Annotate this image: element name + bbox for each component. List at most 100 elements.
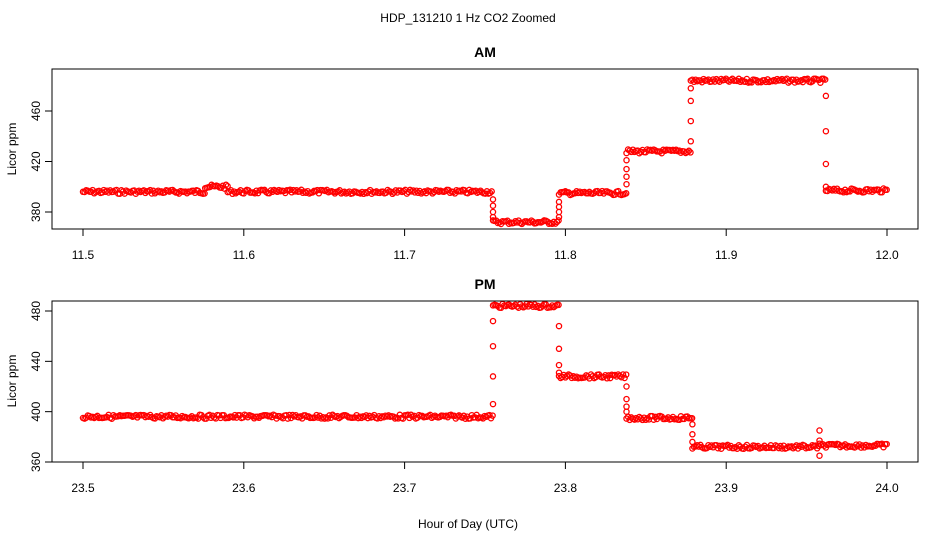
pm-data-point xyxy=(837,443,844,451)
pm-panel: PM Licor ppm 23.5 23.6 23.7 23.8 23.9 24.0 36… xyxy=(5,276,919,495)
pm-transition-point xyxy=(555,345,563,353)
am-transition-point xyxy=(489,202,497,209)
pm-transition-point xyxy=(623,383,630,390)
pm-transition-point xyxy=(623,403,630,410)
am-x-tick-label: 11.5 xyxy=(72,248,95,262)
am-transition-point xyxy=(822,183,830,191)
pm-x-tick-label: 23.9 xyxy=(715,481,739,495)
am-data-point xyxy=(614,187,622,195)
am-data-point xyxy=(429,190,436,197)
pm-data-point xyxy=(555,301,562,309)
am-data-point xyxy=(488,188,495,195)
am-data-point xyxy=(555,217,562,224)
pm-data-point xyxy=(622,371,630,378)
am-data-point xyxy=(817,79,824,86)
am-x-tick-label: 11.7 xyxy=(393,248,416,262)
pm-plot-frame xyxy=(51,300,919,463)
am-transition-point xyxy=(623,156,630,164)
pm-data-point xyxy=(489,412,496,419)
pm-data-point xyxy=(853,441,860,448)
am-transition-point xyxy=(623,173,630,180)
pm-transition-point xyxy=(816,452,823,459)
am-data-point xyxy=(821,76,829,83)
am-transition-point xyxy=(489,208,497,216)
pm-x-tick-label: 23.8 xyxy=(554,481,578,495)
am-plot-frame xyxy=(51,68,919,230)
am-transition-point xyxy=(687,97,695,105)
am-y-tick-label: 380 xyxy=(29,202,43,222)
am-data-point xyxy=(224,182,231,190)
am-data-point xyxy=(685,147,693,155)
shared-x-axis-label: Hour of Day (UTC) xyxy=(418,517,518,531)
am-x-axis: 11.5 11.6 11.7 11.8 11.9 12.0 xyxy=(72,228,899,262)
pm-y-axis-label: Licor ppm xyxy=(5,355,19,408)
pm-x-tick-label: 23.7 xyxy=(393,481,417,495)
am-transition-point xyxy=(687,85,695,92)
am-data-point xyxy=(406,186,414,194)
pm-data-point xyxy=(621,374,628,382)
am-scatter-markers xyxy=(79,75,890,228)
am-y-axis: 380 420 460 xyxy=(29,101,53,222)
figure-title: HDP_131210 1 Hz CO2 Zoomed xyxy=(380,11,555,25)
pm-data-point xyxy=(399,415,407,422)
pm-data-point xyxy=(743,441,751,449)
pm-data-point xyxy=(358,414,365,422)
pm-transition-point xyxy=(623,408,630,415)
am-transition-point xyxy=(489,196,497,203)
am-data-point xyxy=(142,189,149,197)
pm-data-point xyxy=(602,371,609,379)
pm-data-point xyxy=(688,414,696,422)
pm-data-point xyxy=(648,412,656,420)
pm-data-point xyxy=(486,411,493,419)
pm-transition-point xyxy=(555,361,563,369)
am-transition-point xyxy=(687,138,695,145)
am-transition-point xyxy=(822,160,830,168)
am-y-axis-label: Licor ppm xyxy=(5,123,19,176)
pm-x-tick-label: 23.6 xyxy=(232,481,256,495)
am-data-point xyxy=(222,181,230,189)
pm-transition-point xyxy=(689,438,696,446)
am-x-tick-label: 12.0 xyxy=(875,248,899,262)
am-x-tick-label: 11.6 xyxy=(233,248,256,262)
pm-transition-point xyxy=(489,400,497,408)
pm-data-point xyxy=(282,412,290,419)
am-data-point xyxy=(486,189,494,197)
pm-y-tick-label: 360 xyxy=(29,452,43,472)
am-data-point xyxy=(146,186,154,194)
am-transition-point xyxy=(489,213,497,221)
pm-transition-point xyxy=(489,317,497,325)
am-transition-point xyxy=(822,127,830,135)
pm-y-axis: 360 400 440 480 xyxy=(29,301,53,472)
am-transition-point xyxy=(687,117,695,125)
am-transition-point xyxy=(555,213,563,221)
am-panel: AM Licor ppm 11.5 11.6 11.7 11.8 11.9 12.0 38… xyxy=(5,44,919,262)
pm-transition-point xyxy=(689,421,696,428)
am-transition-point xyxy=(555,208,563,216)
am-data-point xyxy=(100,186,108,194)
am-data-point xyxy=(315,190,323,197)
am-data-point xyxy=(880,185,887,192)
am-data-point xyxy=(684,148,691,156)
am-data-point xyxy=(384,186,391,194)
am-data-point xyxy=(687,149,694,156)
pm-data-point xyxy=(631,416,638,423)
am-transition-point xyxy=(623,165,630,173)
am-y-tick-label: 460 xyxy=(29,101,43,121)
pm-x-tick-label: 24.0 xyxy=(875,481,899,495)
pm-data-point xyxy=(284,415,292,422)
pm-transition-point xyxy=(555,369,563,376)
am-chart-title: AM xyxy=(474,44,496,60)
pm-x-axis: 23.5 23.6 23.7 23.8 23.9 24.0 xyxy=(71,461,899,495)
am-x-tick-label: 11.9 xyxy=(715,248,738,262)
pm-transition-point xyxy=(689,431,696,438)
pm-data-point xyxy=(735,442,743,449)
pm-x-tick-label: 23.5 xyxy=(71,481,95,495)
pm-transition-point xyxy=(489,373,497,380)
pm-data-point xyxy=(619,371,627,378)
am-data-point xyxy=(622,190,630,197)
am-transition-point xyxy=(555,198,563,206)
pm-transition-point xyxy=(816,437,823,444)
pm-data-point xyxy=(856,441,863,448)
pm-transition-point xyxy=(489,342,497,350)
